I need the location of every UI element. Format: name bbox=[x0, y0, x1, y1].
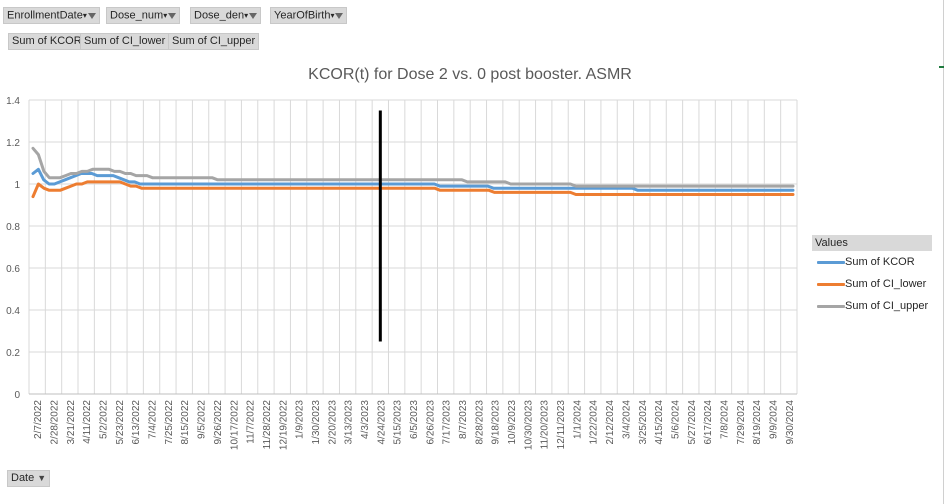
filter-yearofbirth-button[interactable]: YearOfBirth▾ bbox=[270, 7, 348, 24]
value-ci-lower-button[interactable]: Sum of CI_lower bbox=[80, 33, 170, 50]
x-tick-label: 5/27/2024 bbox=[687, 400, 698, 445]
x-tick-label: 9/26/2022 bbox=[213, 400, 224, 445]
chevron-down-icon: ▾ bbox=[330, 11, 335, 20]
filter-icon bbox=[168, 12, 177, 19]
x-tick-label: 11/28/2022 bbox=[262, 400, 273, 450]
y-tick-label: 1 bbox=[14, 180, 20, 191]
filter-label: Dose_num bbox=[110, 9, 164, 22]
x-tick-label: 3/25/2024 bbox=[638, 400, 649, 445]
filter-enrollmentdate-button[interactable]: EnrollmentDate▾ bbox=[3, 7, 100, 24]
gridlines bbox=[28, 99, 798, 395]
chevron-down-icon: ▾ bbox=[163, 11, 168, 20]
x-tick-label: 2/28/2022 bbox=[50, 400, 61, 445]
x-tick-label: 5/23/2022 bbox=[115, 400, 126, 445]
x-tick-label: 9/18/2023 bbox=[491, 400, 502, 445]
x-tick-label: 1/1/2024 bbox=[572, 400, 583, 439]
filter-icon bbox=[87, 12, 96, 19]
x-tick-label: 12/19/2022 bbox=[278, 400, 289, 450]
x-tick-label: 7/4/2022 bbox=[148, 400, 159, 439]
x-tick-label: 7/29/2024 bbox=[736, 400, 747, 445]
x-tick-label: 10/30/2023 bbox=[523, 400, 534, 450]
filter-icon bbox=[335, 12, 344, 19]
x-tick-label: 4/24/2023 bbox=[376, 400, 387, 445]
filter-dose-num-button[interactable]: Dose_num▾ bbox=[106, 7, 181, 24]
series-lines bbox=[31, 146, 795, 199]
filter-icon bbox=[249, 12, 258, 19]
value-ci-upper-button[interactable]: Sum of CI_upper bbox=[168, 33, 260, 50]
series-line-2 bbox=[31, 146, 795, 188]
legend-item-kcor[interactable]: Sum of KCOR bbox=[812, 251, 932, 273]
x-tick-label: 3/13/2023 bbox=[344, 400, 355, 445]
legend-swatch-kcor bbox=[817, 261, 845, 264]
x-tick-label: 1/9/2023 bbox=[295, 400, 306, 439]
y-tick-label: 0.8 bbox=[6, 222, 20, 233]
cell-marker bbox=[939, 66, 944, 68]
legend-label: Sum of KCOR bbox=[845, 256, 915, 268]
x-axis-ticks: 2/7/2022 2/28/2022 3/21/2022 4/11/2022 5/2/2… bbox=[33, 400, 796, 450]
x-tick-label: 12/11/2023 bbox=[556, 400, 567, 450]
x-tick-label: 3/21/2022 bbox=[66, 400, 77, 445]
x-tick-label: 6/17/2024 bbox=[703, 400, 714, 445]
legend-swatch-ci-lower bbox=[817, 283, 845, 286]
x-tick-label: 4/11/2022 bbox=[82, 400, 93, 444]
x-tick-label: 6/13/2022 bbox=[131, 400, 142, 445]
y-tick-label: 0 bbox=[14, 390, 20, 401]
x-tick-label: 5/2/2022 bbox=[99, 400, 110, 439]
chevron-down-icon: ▾ bbox=[82, 11, 87, 20]
x-tick-label: 2/12/2024 bbox=[605, 400, 616, 445]
filter-label: EnrollmentDate bbox=[7, 9, 83, 22]
y-axis-ticks: 0 0.2 0.4 0.6 0.8 1 1.2 1.4 bbox=[6, 96, 20, 401]
filter-dose-den-button[interactable]: Dose_den▾ bbox=[190, 7, 262, 24]
x-tick-label: 8/28/2023 bbox=[474, 400, 485, 445]
y-tick-label: 0.4 bbox=[6, 306, 20, 317]
y-tick-label: 1.2 bbox=[6, 138, 20, 149]
axis-field-label: Date bbox=[11, 472, 35, 484]
x-tick-label: 8/15/2022 bbox=[180, 400, 191, 445]
x-tick-label: 11/20/2023 bbox=[540, 400, 551, 450]
x-tick-label: 2/7/2022 bbox=[33, 400, 44, 439]
x-tick-label: 7/8/2024 bbox=[719, 400, 730, 439]
chevron-down-icon: ▼ bbox=[37, 473, 47, 483]
filter-label: Dose_den bbox=[194, 9, 245, 22]
x-tick-label: 9/9/2024 bbox=[768, 400, 779, 439]
y-tick-label: 1.4 bbox=[6, 96, 20, 107]
x-tick-label: 3/4/2024 bbox=[621, 400, 632, 439]
x-tick-label: 9/30/2024 bbox=[785, 400, 796, 445]
y-tick-label: 0.2 bbox=[6, 348, 20, 359]
axis-field-date-button[interactable]: Date ▼ bbox=[7, 470, 51, 487]
x-tick-label: 9/5/2022 bbox=[197, 400, 208, 439]
legend-title: Values bbox=[812, 235, 932, 251]
x-tick-label: 6/26/2023 bbox=[425, 400, 436, 445]
filter-label: YearOfBirth bbox=[274, 9, 331, 22]
x-tick-label: 7/25/2022 bbox=[164, 400, 175, 445]
x-tick-label: 8/7/2023 bbox=[458, 400, 469, 439]
legend-item-ci-upper[interactable]: Sum of CI_upper bbox=[812, 295, 932, 317]
x-tick-label: 6/5/2023 bbox=[409, 400, 420, 439]
x-tick-label: 4/15/2024 bbox=[654, 400, 665, 445]
x-tick-label: 10/9/2023 bbox=[507, 400, 518, 445]
legend-label: Sum of CI_lower bbox=[845, 278, 927, 290]
x-tick-label: 1/30/2023 bbox=[311, 400, 322, 445]
x-tick-label: 5/15/2023 bbox=[393, 400, 404, 445]
y-tick-label: 0.6 bbox=[6, 264, 20, 275]
x-tick-label: 11/7/2022 bbox=[246, 400, 257, 444]
legend-item-ci-lower[interactable]: Sum of CI_lower bbox=[812, 273, 932, 295]
sheet-edge bbox=[943, 0, 944, 504]
x-tick-label: 8/19/2024 bbox=[752, 400, 763, 445]
value-kcor-button[interactable]: Sum of KCOR bbox=[8, 33, 86, 50]
legend-label: Sum of CI_upper bbox=[845, 300, 929, 312]
x-tick-label: 1/22/2024 bbox=[589, 400, 600, 445]
x-tick-label: 10/17/2022 bbox=[229, 400, 240, 450]
series-line-0 bbox=[31, 167, 795, 192]
chevron-down-icon: ▾ bbox=[244, 11, 249, 20]
legend: Values Sum of KCOR Sum of CI_lower Sum o… bbox=[812, 235, 932, 317]
x-tick-label: 7/17/2023 bbox=[442, 400, 453, 445]
legend-swatch-ci-upper bbox=[817, 305, 845, 308]
x-tick-label: 4/3/2023 bbox=[360, 400, 371, 439]
x-tick-label: 5/6/2024 bbox=[670, 400, 681, 439]
x-tick-label: 2/20/2023 bbox=[327, 400, 338, 445]
chart-title: KCOR(t) for Dose 2 vs. 0 post booster. A… bbox=[308, 66, 632, 83]
series-line-1 bbox=[31, 180, 795, 199]
